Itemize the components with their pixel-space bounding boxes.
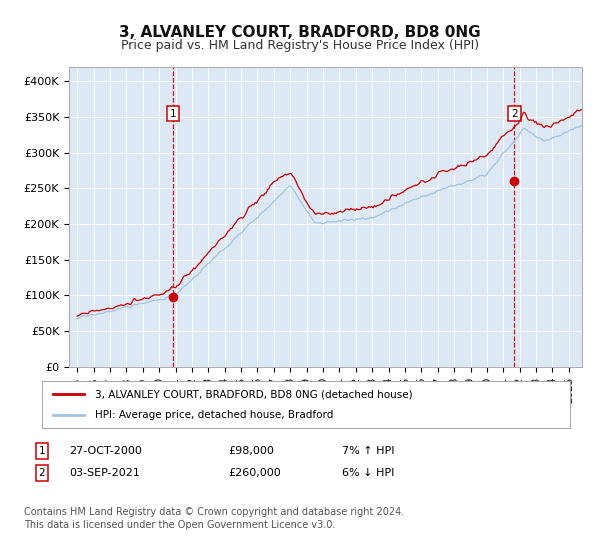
Text: 1: 1: [169, 109, 176, 119]
Text: 3, ALVANLEY COURT, BRADFORD, BD8 0NG (detached house): 3, ALVANLEY COURT, BRADFORD, BD8 0NG (de…: [95, 389, 412, 399]
Text: HPI: Average price, detached house, Bradford: HPI: Average price, detached house, Brad…: [95, 410, 333, 420]
Text: £260,000: £260,000: [228, 468, 281, 478]
Text: 3, ALVANLEY COURT, BRADFORD, BD8 0NG: 3, ALVANLEY COURT, BRADFORD, BD8 0NG: [119, 25, 481, 40]
Text: Contains HM Land Registry data © Crown copyright and database right 2024.
This d: Contains HM Land Registry data © Crown c…: [24, 507, 404, 530]
Text: 27-OCT-2000: 27-OCT-2000: [69, 446, 142, 456]
Text: 6% ↓ HPI: 6% ↓ HPI: [342, 468, 394, 478]
Text: 2: 2: [511, 109, 518, 119]
Text: 2: 2: [38, 468, 46, 478]
Text: Price paid vs. HM Land Registry's House Price Index (HPI): Price paid vs. HM Land Registry's House …: [121, 39, 479, 52]
Text: £98,000: £98,000: [228, 446, 274, 456]
Text: 1: 1: [38, 446, 46, 456]
Text: 03-SEP-2021: 03-SEP-2021: [69, 468, 140, 478]
Text: 7% ↑ HPI: 7% ↑ HPI: [342, 446, 395, 456]
